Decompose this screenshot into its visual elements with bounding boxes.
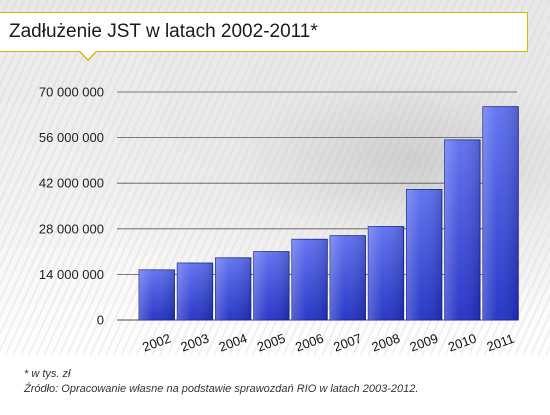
x-tick-label: 2004 xyxy=(217,331,249,355)
y-tick-label: 28 000 000 xyxy=(39,221,104,236)
bar-shading xyxy=(215,257,251,320)
bar-shading xyxy=(444,139,481,320)
bar-shading xyxy=(253,251,290,320)
x-tick-label: 2003 xyxy=(179,331,211,355)
bar-shading xyxy=(139,269,175,320)
y-tick-label: 70 000 000 xyxy=(39,85,104,100)
y-tick-label: 0 xyxy=(97,313,104,328)
bar-shading xyxy=(482,106,519,321)
x-tick-label: 2009 xyxy=(408,331,440,355)
bar-shading xyxy=(330,235,366,320)
y-tick-label: 42 000 000 xyxy=(39,176,104,191)
bar-shading xyxy=(291,239,328,320)
chart-title: Zadłużenie JST w latach 2002-2011* xyxy=(9,21,318,42)
x-tick-label: 2008 xyxy=(370,331,402,355)
x-tick-label: 2005 xyxy=(255,331,287,355)
bar-shading xyxy=(368,226,404,320)
bar-chart: 0 14 000 000 28 000 000 42 000 000 56 000 00… xyxy=(39,85,519,355)
x-tick-label: 2002 xyxy=(140,331,172,355)
title-banner: Zadłużenie JST w latach 2002-2011* xyxy=(0,12,528,61)
x-tick-label: 2011 xyxy=(485,331,516,355)
x-tick-label: 2010 xyxy=(446,331,478,355)
x-tick-label: 2007 xyxy=(331,331,363,355)
bar-shading xyxy=(406,189,442,320)
y-tick-label: 14 000 000 xyxy=(39,267,104,282)
bars xyxy=(138,106,519,321)
unit-footnote: * w tys. zł xyxy=(24,368,71,380)
x-tick-label: 2006 xyxy=(293,331,325,355)
y-tick-label: 56 000 000 xyxy=(39,130,104,145)
source-note: Źródło: Opracowanie własne na podstawie … xyxy=(24,383,419,395)
bar-shading xyxy=(177,263,213,320)
y-axis-tick-labels: 0 14 000 000 28 000 000 42 000 000 56 000 00… xyxy=(39,85,104,328)
x-axis-tick-labels: 2002 2003 2004 2005 2006 2007 2008 2009 2010 2011 xyxy=(140,331,516,355)
